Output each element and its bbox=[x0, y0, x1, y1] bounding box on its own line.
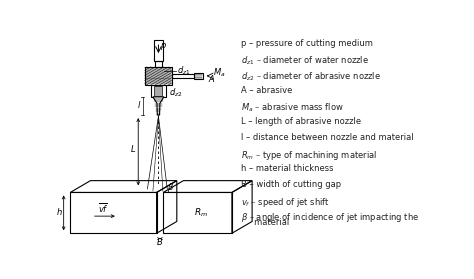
Text: B – width of cutting gap: B – width of cutting gap bbox=[241, 180, 341, 189]
Text: $\beta$: $\beta$ bbox=[167, 181, 174, 194]
Polygon shape bbox=[153, 97, 164, 115]
Text: $R_{m}$ – type of machining material: $R_{m}$ – type of machining material bbox=[241, 149, 377, 162]
Text: h – material thickness: h – material thickness bbox=[241, 164, 334, 173]
Bar bbox=[155, 86, 163, 96]
Bar bbox=[172, 74, 194, 78]
Text: l – distance between nozzle and material: l – distance between nozzle and material bbox=[241, 133, 414, 142]
Text: $\overline{vf}$: $\overline{vf}$ bbox=[98, 201, 109, 215]
Text: L – length of abrasive nozzle: L – length of abrasive nozzle bbox=[241, 117, 361, 126]
Text: p – pressure of cutting medium: p – pressure of cutting medium bbox=[241, 39, 373, 48]
Bar bbox=[194, 73, 203, 79]
Text: h: h bbox=[56, 208, 62, 217]
Text: B: B bbox=[157, 238, 163, 247]
Text: L: L bbox=[131, 145, 136, 154]
Bar bbox=[155, 61, 162, 67]
Text: p: p bbox=[160, 41, 165, 50]
Bar bbox=[151, 85, 166, 97]
Bar bbox=[145, 67, 172, 85]
Bar bbox=[154, 40, 163, 61]
Text: A – abrasive: A – abrasive bbox=[241, 86, 292, 95]
Text: $M_a$: $M_a$ bbox=[213, 67, 226, 79]
Text: $M_{a}$ – abrasive mass flow: $M_{a}$ – abrasive mass flow bbox=[241, 102, 344, 114]
Text: $d_{z1}$ – diameter of water nozzle: $d_{z1}$ – diameter of water nozzle bbox=[241, 54, 369, 67]
Text: $d_{z1}$: $d_{z1}$ bbox=[177, 64, 190, 77]
Text: $v_{f}$ – speed of jet shift: $v_{f}$ – speed of jet shift bbox=[241, 196, 330, 209]
Text: $\beta$ – angle of incidence of jet impacting the: $\beta$ – angle of incidence of jet impa… bbox=[241, 211, 419, 224]
Text: $R_m$: $R_m$ bbox=[194, 207, 208, 219]
Text: A: A bbox=[209, 75, 215, 84]
Text: $d_{z2}$: $d_{z2}$ bbox=[169, 86, 182, 99]
Text: l: l bbox=[138, 102, 140, 110]
Text: material: material bbox=[241, 218, 289, 227]
Text: $d_{z2}$ – diameter of abrasive nozzle: $d_{z2}$ – diameter of abrasive nozzle bbox=[241, 70, 381, 83]
